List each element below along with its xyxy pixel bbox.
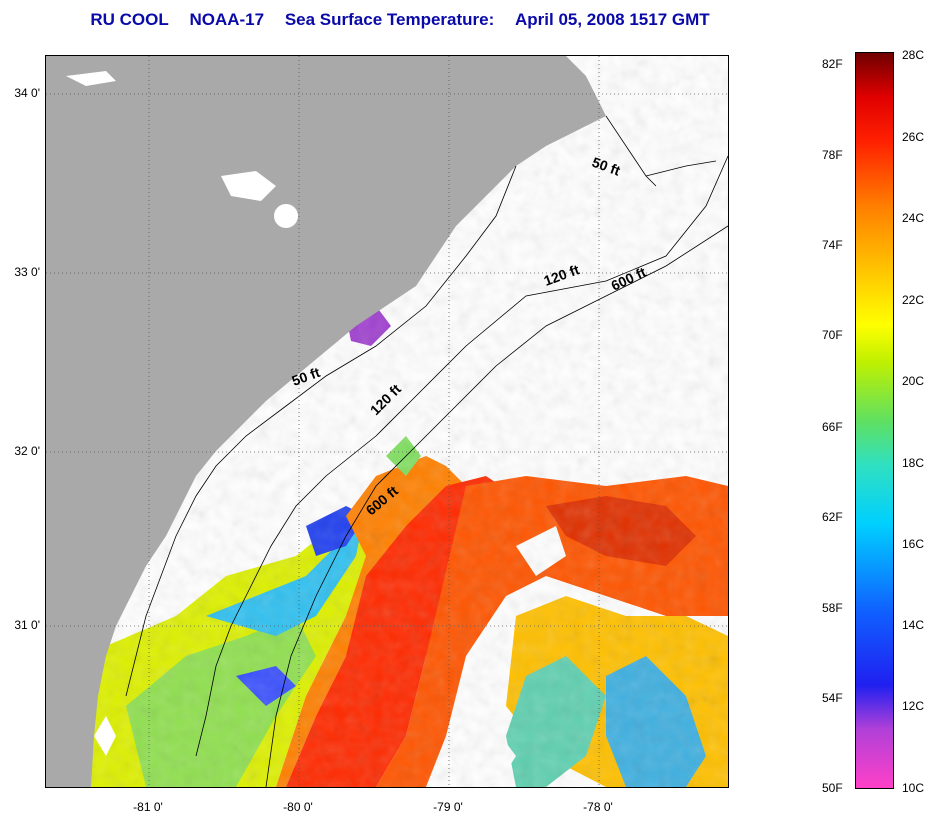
lon-label-80: -80 0' bbox=[283, 800, 313, 814]
bathymetry-contours bbox=[125, 115, 728, 787]
colorbar-f-54: 54F bbox=[822, 691, 843, 705]
colorbar-c-18: 18C bbox=[902, 456, 925, 470]
temperature-colorbar bbox=[855, 52, 894, 789]
lat-label-34: 34 0' bbox=[14, 86, 40, 100]
lat-label-31: 31 0' bbox=[14, 618, 40, 632]
lon-label-79: -79 0' bbox=[433, 800, 463, 814]
graticule bbox=[46, 56, 728, 787]
title-product: Sea Surface Temperature: bbox=[284, 10, 495, 29]
lat-label-33: 33 0' bbox=[14, 265, 40, 279]
colorbar-c-12: 12C bbox=[902, 699, 925, 713]
colorbar-f-70: 70F bbox=[822, 328, 843, 342]
colorbar-f-50: 50F bbox=[822, 781, 843, 795]
colorbar-f-66: 66F bbox=[822, 420, 843, 434]
map-title: RU COOL NOAA-17 Sea Surface Temperature:… bbox=[0, 10, 800, 30]
lon-label-78: -78 0' bbox=[583, 800, 613, 814]
colorbar-c-22: 22C bbox=[902, 293, 925, 307]
title-datetime: April 05, 2008 1517 GMT bbox=[515, 10, 710, 29]
colorbar-f-82: 82F bbox=[822, 57, 843, 71]
colorbar-c-24: 24C bbox=[902, 211, 925, 225]
title-satellite: NOAA-17 bbox=[189, 10, 265, 29]
colorbar-f-74: 74F bbox=[822, 238, 843, 252]
colorbar-c-20: 20C bbox=[902, 374, 925, 388]
lat-label-32: 32 0' bbox=[14, 444, 40, 458]
sst-map-svg: 50 ft 120 ft 600 ft 50 ft 120 ft 600 ft bbox=[46, 56, 728, 787]
colorbar-f-58: 58F bbox=[822, 601, 843, 615]
colorbar-f-78: 78F bbox=[822, 148, 843, 162]
colorbar-c-10: 10C bbox=[902, 781, 925, 795]
land bbox=[46, 56, 606, 787]
lon-label-81: -81 0' bbox=[133, 800, 163, 814]
sst-map: 50 ft 120 ft 600 ft 50 ft 120 ft 600 ft bbox=[45, 55, 729, 788]
colorbar-c-26: 26C bbox=[902, 130, 925, 144]
colorbar-f-62: 62F bbox=[822, 510, 843, 524]
colorbar-c-14: 14C bbox=[902, 618, 925, 632]
colorbar-c-16: 16C bbox=[902, 537, 925, 551]
colorbar-c-28: 28C bbox=[902, 48, 925, 62]
title-org: RU COOL bbox=[90, 10, 169, 29]
